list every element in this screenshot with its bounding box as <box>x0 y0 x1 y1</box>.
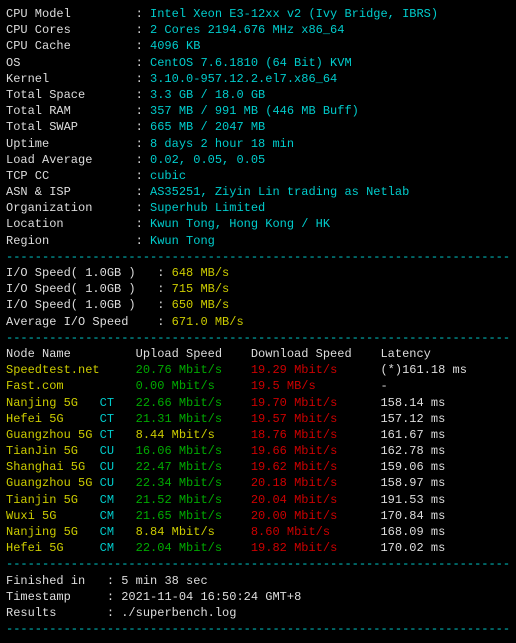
net-row: Guangzhou 5G CU 22.34 Mbit/s 20.18 Mbit/… <box>6 475 510 491</box>
sysinfo-row: Uptime : 8 days 2 hour 18 min <box>6 136 510 152</box>
iospeed-row: I/O Speed( 1.0GB ) : 648 MB/s <box>6 265 510 281</box>
footer-row: Finished in : 5 min 38 sec <box>6 573 510 589</box>
separator: ----------------------------------------… <box>6 330 510 346</box>
footer-row: Results : ./superbench.log <box>6 605 510 621</box>
net-row: Nanjing 5G CM 8.84 Mbit/s 8.60 Mbit/s 16… <box>6 524 510 540</box>
net-row: Hefei 5G CM 22.04 Mbit/s 19.82 Mbit/s 17… <box>6 540 510 556</box>
net-row: Wuxi 5G CM 21.65 Mbit/s 20.00 Mbit/s 170… <box>6 508 510 524</box>
net-row: Nanjing 5G CT 22.66 Mbit/s 19.70 Mbit/s … <box>6 395 510 411</box>
sysinfo-row: CPU Model : Intel Xeon E3-12xx v2 (Ivy B… <box>6 6 510 22</box>
net-row: Speedtest.net 20.76 Mbit/s 19.29 Mbit/s … <box>6 362 510 378</box>
iospeed-row: I/O Speed( 1.0GB ) : 715 MB/s <box>6 281 510 297</box>
net-row: Guangzhou 5G CT 8.44 Mbit/s 18.76 Mbit/s… <box>6 427 510 443</box>
net-header: Node Name Upload Speed Download Speed La… <box>6 346 510 362</box>
separator: ----------------------------------------… <box>6 249 510 265</box>
sysinfo-row: Total SWAP : 665 MB / 2047 MB <box>6 119 510 135</box>
sysinfo-row: TCP CC : cubic <box>6 168 510 184</box>
iospeed-row: I/O Speed( 1.0GB ) : 650 MB/s <box>6 297 510 313</box>
sysinfo-row: CPU Cores : 2 Cores 2194.676 MHz x86_64 <box>6 22 510 38</box>
sysinfo-row: OS : CentOS 7.6.1810 (64 Bit) KVM <box>6 55 510 71</box>
sysinfo-row: Organization : Superhub Limited <box>6 200 510 216</box>
sysinfo-row: Kernel : 3.10.0-957.12.2.el7.x86_64 <box>6 71 510 87</box>
net-row: Shanghai 5G CU 22.47 Mbit/s 19.62 Mbit/s… <box>6 459 510 475</box>
sysinfo-row: Load Average : 0.02, 0.05, 0.05 <box>6 152 510 168</box>
sysinfo-row: CPU Cache : 4096 KB <box>6 38 510 54</box>
net-row: Fast.com 0.00 Mbit/s 19.5 MB/s - <box>6 378 510 394</box>
separator: ----------------------------------------… <box>6 556 510 572</box>
iospeed-row: Average I/O Speed : 671.0 MB/s <box>6 314 510 330</box>
net-row: Hefei 5G CT 21.31 Mbit/s 19.57 Mbit/s 15… <box>6 411 510 427</box>
sysinfo-row: Total Space : 3.3 GB / 18.0 GB <box>6 87 510 103</box>
sysinfo-row: Location : Kwun Tong, Hong Kong / HK <box>6 216 510 232</box>
terminal-output: CPU Model : Intel Xeon E3-12xx v2 (Ivy B… <box>6 6 510 637</box>
net-row: TianJin 5G CU 16.06 Mbit/s 19.66 Mbit/s … <box>6 443 510 459</box>
sysinfo-row: ASN & ISP : AS35251, Ziyin Lin trading a… <box>6 184 510 200</box>
separator: ----------------------------------------… <box>6 621 510 637</box>
footer-row: Timestamp : 2021-11-04 16:50:24 GMT+8 <box>6 589 510 605</box>
net-row: Tianjin 5G CM 21.52 Mbit/s 20.04 Mbit/s … <box>6 492 510 508</box>
sysinfo-row: Total RAM : 357 MB / 991 MB (446 MB Buff… <box>6 103 510 119</box>
sysinfo-row: Region : Kwun Tong <box>6 233 510 249</box>
